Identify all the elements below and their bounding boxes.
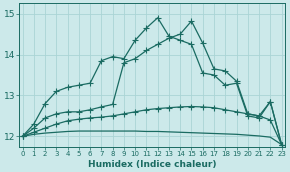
X-axis label: Humidex (Indice chaleur): Humidex (Indice chaleur) bbox=[88, 159, 216, 169]
